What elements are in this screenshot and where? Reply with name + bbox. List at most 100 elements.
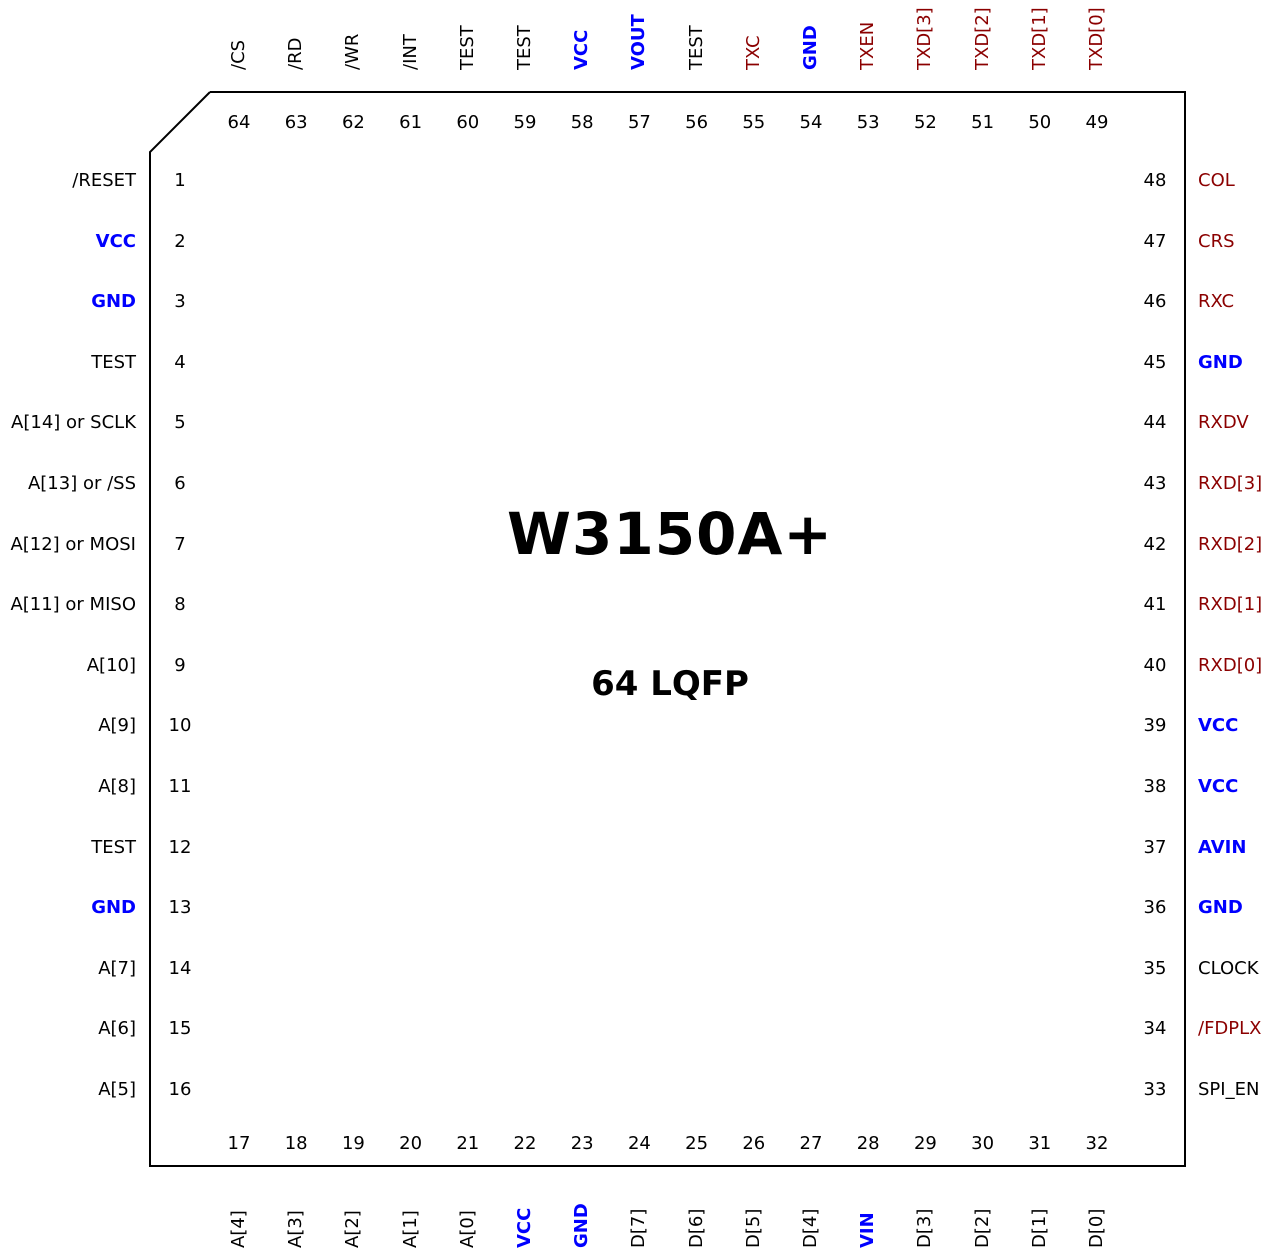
pin-name-left: A[12] or MOSI [10,533,136,555]
pin-number-left: 3 [174,291,186,313]
pin-name-top: TXEN [857,21,879,70]
pin-number-left: 8 [174,594,186,616]
pin-name-left: A[6] [98,1018,136,1040]
pin-name-bottom: VCC [514,1207,535,1248]
pin-number-left: 1 [174,170,186,191]
pin-number-bottom: 17 [227,1133,251,1154]
pin-number-bottom: 32 [1085,1133,1109,1154]
pin-number-right: 36 [1143,897,1167,919]
pin-name-top: TEST [685,25,707,70]
pin-number-top: 56 [685,112,709,133]
pin-number-bottom: 23 [570,1133,594,1154]
pin-number-top: 58 [570,112,594,133]
pin-number-right: 34 [1143,1018,1167,1040]
pin-number-left: 7 [174,533,186,555]
pin-number-top: 62 [341,112,365,133]
pin-number-top: 64 [227,112,251,133]
pin-name-bottom: VIN [857,1212,879,1248]
pin-name-right: RXD[3] [1198,473,1263,494]
pin-name-right: RXC [1198,291,1235,313]
pin-name-right: GND [1198,897,1243,919]
pin-name-right: RXD[1] [1198,594,1263,616]
pin-name-bottom: A[2] [342,1210,364,1248]
pin-name-bottom: D[0] [1086,1208,1107,1248]
pin-number-top: 61 [399,112,423,133]
pin-number-right: 39 [1143,715,1167,737]
pin-name-right: /FDPLX [1198,1018,1262,1040]
pin-name-left: A[13] or /SS [27,473,136,494]
pin-number-right: 46 [1143,291,1167,313]
pin-number-left: 12 [168,836,192,858]
pin-name-right: RXD[0] [1198,654,1263,676]
pin-name-right: GND [1198,351,1243,373]
pin-number-right: 38 [1143,776,1167,797]
pin-number-right: 45 [1143,351,1167,373]
pin-name-bottom: D[5] [742,1208,764,1248]
pin-name-top: TXD[0] [1086,7,1107,70]
pin-name-left: A[11] or MISO [10,594,136,616]
pin-name-top: TXD[1] [1028,7,1050,70]
pin-number-left: 9 [174,654,186,676]
pin-number-bottom: 20 [399,1133,423,1154]
pin-number-left: 14 [168,957,192,979]
pin-number-top: 54 [799,112,823,133]
pin-name-top: GND [800,25,821,70]
pin-number-bottom: 21 [456,1133,480,1154]
pin-number-bottom: 22 [513,1133,537,1154]
pin-number-bottom: 26 [742,1133,766,1154]
pin-number-left: 4 [174,351,186,373]
pin-name-left: VCC [95,230,136,252]
pin-name-right: CLOCK [1198,957,1259,979]
pin-name-left: TEST [91,836,136,858]
pin-name-left: A[10] [86,654,136,676]
pin-name-top: /CS [228,39,249,70]
chip-package: 64 LQFP [591,664,749,704]
pin-number-left: 15 [168,1018,192,1040]
pin-name-bottom: D[3] [914,1208,936,1248]
pin-number-top: 59 [513,112,537,133]
pin-name-top: /INT [399,34,421,70]
pin-name-top: VCC [571,29,593,70]
pin-number-left: 11 [168,776,192,797]
pin-number-top: 50 [1028,112,1052,133]
pin-name-bottom: D[1] [1028,1208,1050,1248]
pin-number-bottom: 30 [971,1133,995,1154]
pin-name-right: COL [1198,170,1235,191]
pin-number-left: 16 [168,1079,192,1100]
pin-number-right: 43 [1143,473,1167,494]
pin-name-bottom: D[7] [628,1208,650,1248]
pin-name-right: AVIN [1198,836,1247,858]
pin-number-bottom: 19 [341,1133,365,1154]
pin-name-right: VCC [1198,776,1239,797]
pin-number-top: 63 [284,112,308,133]
pin-name-left: A[7] [98,957,136,979]
pin-number-top: 55 [742,112,766,133]
pin-name-bottom: D[4] [800,1208,821,1248]
pin-name-top: TEST [514,25,535,70]
chip-name: W3150A+ [507,500,833,568]
pin-name-top: /WR [342,33,364,70]
pin-number-right: 35 [1143,957,1167,979]
pin-name-left: A[9] [98,715,136,737]
pin-number-top: 52 [913,112,937,133]
pin-number-top: 57 [627,112,651,133]
pin-name-left: GND [91,897,136,919]
pin-name-top: /RD [285,37,307,70]
pin-name-top: VOUT [628,14,650,70]
pin-number-left: 2 [174,230,186,252]
chip-body-border [149,91,1186,1167]
pin-name-left: /RESET [72,170,136,191]
pin-name-right: VCC [1198,715,1239,737]
pin-number-bottom: 25 [685,1133,709,1154]
pin-number-bottom: 28 [856,1133,880,1154]
pin-number-left: 10 [168,715,192,737]
pin-name-left: A[8] [98,776,136,797]
pin-name-top: TXD[2] [971,7,993,70]
pin-name-bottom: D[6] [685,1208,707,1248]
pin-number-right: 33 [1143,1079,1167,1100]
pin-number-top: 49 [1085,112,1109,133]
pin-name-left: TEST [91,351,136,373]
pin-number-bottom: 24 [627,1133,651,1154]
pin-name-right: RXD[2] [1198,533,1263,555]
